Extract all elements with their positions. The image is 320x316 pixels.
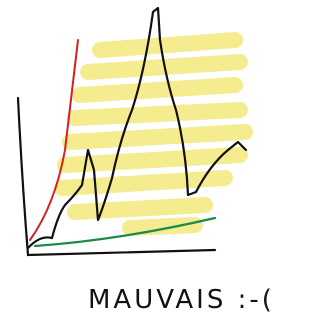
hatch [75, 110, 240, 118]
hatch [80, 85, 235, 95]
hatch [70, 132, 245, 142]
yellow-hatching [62, 40, 245, 228]
hatch [100, 40, 235, 50]
caption: MAUVAIS :-( [88, 285, 275, 315]
sketch: MAUVAIS :-( [0, 0, 310, 316]
hatch [75, 205, 205, 212]
